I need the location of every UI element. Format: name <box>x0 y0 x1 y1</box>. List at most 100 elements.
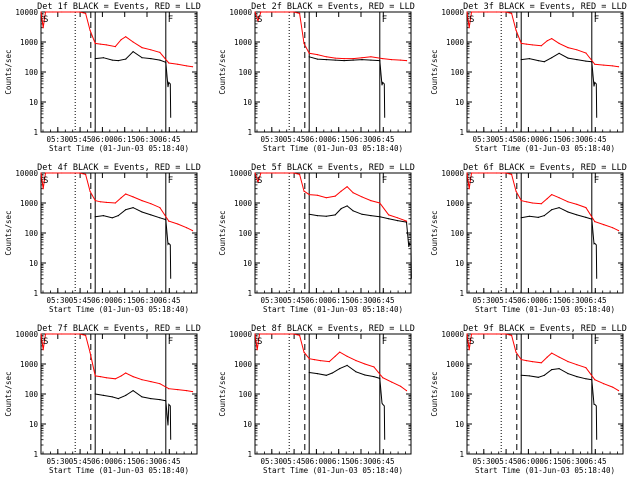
data-point-events <box>316 373 318 375</box>
data-point-events <box>388 218 390 220</box>
panel-det-1: Det 1f BLACK = Events, RED = LLD 1 10 100 10… <box>4 2 201 153</box>
data-point-lld <box>120 39 122 41</box>
y-tick-label: 10000 <box>441 330 464 339</box>
data-point-lld <box>603 224 605 226</box>
y-tick-label: 10000 <box>15 8 38 17</box>
panel-det-4: Det 4f BLACK = Events, RED = LLD 1 10 100 10… <box>4 163 201 314</box>
y-tick-label: 10 <box>455 420 465 429</box>
series-line-events <box>95 389 166 402</box>
data-point-lld <box>266 11 268 13</box>
data-point-lld <box>585 207 587 209</box>
series-dropoff-events <box>165 400 172 440</box>
data-point-lld <box>159 383 161 385</box>
x-tick-label: 06:30 <box>350 457 373 466</box>
data-point-lld <box>105 377 107 379</box>
data-point-events <box>364 374 366 376</box>
x-tick-label: 05:45 <box>495 457 518 466</box>
data-point-lld <box>313 359 315 361</box>
data-point-lld <box>191 66 194 68</box>
data-point-lld <box>511 12 513 14</box>
data-point-events <box>537 60 539 62</box>
data-point-lld <box>478 333 480 335</box>
x-tick-label: 06:00 <box>305 135 328 144</box>
start-mark: S <box>469 176 474 186</box>
data-point-lld <box>379 202 381 204</box>
data-point-events <box>94 393 96 395</box>
data-point-events <box>334 59 336 61</box>
panel-title: Det 2f BLACK = Events, RED = LLD <box>251 2 415 12</box>
x-tick-label: 05:45 <box>69 457 92 466</box>
x-tick-label: 06:00 <box>517 457 540 466</box>
y-tick-label: 100 <box>450 390 464 399</box>
data-point-events <box>334 214 336 216</box>
panel-det-6: Det 6f BLACK = Events, RED = LLD 1 10 100 10… <box>430 163 627 314</box>
data-point-lld <box>361 196 363 198</box>
end-mark: F <box>168 15 173 25</box>
data-point-lld <box>617 230 620 232</box>
y-tick-label: 100 <box>238 68 252 77</box>
data-point-lld <box>603 383 605 385</box>
data-point-lld <box>40 333 42 335</box>
data-point-events <box>576 376 578 378</box>
data-point-lld <box>266 172 268 174</box>
data-point-events <box>537 376 539 378</box>
data-point-lld <box>258 333 261 335</box>
panel-det-3: Det 3f BLACK = Events, RED = LLD 1 10 100 10… <box>430 2 627 153</box>
data-point-events <box>352 210 354 212</box>
x-tick-label: 06:45 <box>158 296 181 305</box>
series-line-events <box>521 52 592 63</box>
data-point-lld <box>70 172 72 174</box>
data-point-lld <box>275 172 277 174</box>
data-point-lld <box>85 12 87 14</box>
x-tick-label: 06:15 <box>539 135 562 144</box>
data-point-lld <box>540 362 542 364</box>
data-point-lld <box>496 11 498 13</box>
start-mark: S <box>43 15 48 25</box>
data-point-lld <box>525 43 528 45</box>
x-tick-label: 06:00 <box>305 296 328 305</box>
data-point-lld <box>487 333 489 335</box>
data-point-lld <box>505 172 507 174</box>
data-point-events <box>373 376 375 378</box>
data-point-lld <box>319 360 321 362</box>
data-point-events <box>528 375 531 377</box>
x-tick-label: 06:45 <box>158 457 181 466</box>
x-tick-label: 05:45 <box>69 296 92 305</box>
x-tick-label: 06:30 <box>562 296 585 305</box>
data-point-lld <box>470 333 473 335</box>
data-point-events <box>325 374 327 376</box>
x-axis-label: Start Time (01-Jun-03 05:18:40) <box>475 144 615 153</box>
data-point-lld <box>186 390 188 392</box>
series-dropoff-events <box>379 60 386 118</box>
data-point-events <box>361 213 363 215</box>
y-tick-label: 1 <box>33 450 38 459</box>
data-point-events <box>520 217 522 219</box>
data-point-lld <box>515 29 517 31</box>
data-point-events <box>361 59 363 61</box>
data-point-lld <box>293 172 295 174</box>
data-point-lld <box>364 363 366 365</box>
data-point-lld <box>186 227 188 229</box>
data-point-lld <box>120 375 122 377</box>
x-tick-label: 05:30 <box>261 135 284 144</box>
data-point-lld <box>132 41 134 43</box>
data-point-lld <box>275 333 277 335</box>
data-point-lld <box>531 202 534 204</box>
data-point-lld <box>531 44 534 46</box>
data-point-lld <box>44 333 47 335</box>
data-point-lld <box>114 202 116 204</box>
x-tick-label: 06:30 <box>562 135 585 144</box>
data-point-lld <box>85 334 87 336</box>
data-point-events <box>159 59 161 61</box>
y-tick-label: 1 <box>459 128 464 137</box>
data-point-lld <box>470 172 473 174</box>
data-point-lld <box>42 27 44 29</box>
plot-frame <box>466 172 624 294</box>
data-point-lld <box>85 173 87 175</box>
y-tick-label: 1 <box>459 289 464 298</box>
data-point-lld <box>105 201 107 203</box>
data-point-lld <box>114 378 116 380</box>
data-point-lld <box>397 217 399 219</box>
x-tick-label: 06:30 <box>562 457 585 466</box>
data-point-lld <box>525 201 528 203</box>
